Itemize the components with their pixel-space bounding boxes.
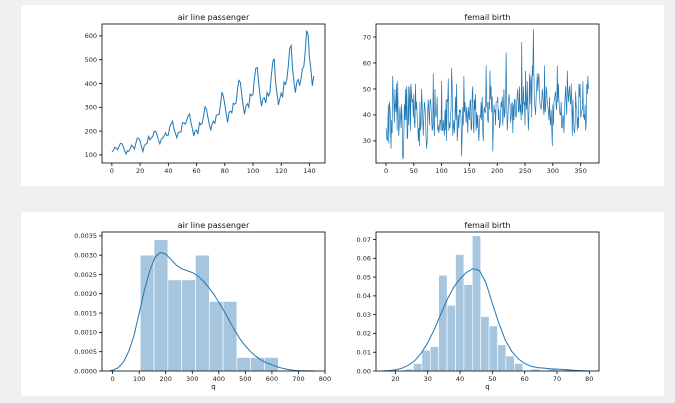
air-line-x-tick-label: 20	[136, 167, 144, 175]
air-dist-kde-line	[109, 251, 315, 372]
air-line-y-tick-label: 600	[85, 32, 97, 40]
femail-birth-x-tick-label: 150	[463, 167, 475, 175]
air-line-x-tick-label: 60	[192, 167, 200, 175]
birth-dist-axes-frame	[375, 231, 600, 372]
air-dist-y-tick-label: 0.0015	[74, 309, 97, 317]
air-dist-x-tick-label: 400	[213, 375, 225, 383]
air-line-y-tick-label: 200	[85, 127, 97, 135]
birth-dist-bar	[446, 304, 456, 372]
femail-birth-x-tick-label: 300	[547, 167, 559, 175]
birth-dist-x-tick-label: 20	[391, 375, 399, 383]
air-line-x-tick-label: 0	[110, 167, 114, 175]
birth-dist-x-axis-label: q	[485, 383, 489, 391]
air-dist-x-tick-label: 200	[160, 375, 172, 383]
air-dist-y-tick-label: 0.0030	[74, 251, 97, 259]
femail-birth-x-tick-label: 50	[410, 167, 418, 175]
air-line-series-line	[111, 30, 315, 156]
air-dist-x-tick-label: 600	[266, 375, 278, 383]
air-dist-y-tick-label: 0.0005	[74, 348, 97, 356]
air-line-title: air line passenger	[178, 13, 250, 22]
air-dist-bar	[208, 301, 224, 372]
birth-dist-bar	[438, 274, 448, 372]
birth-dist-y-tick-label: 0.02	[357, 330, 371, 338]
femail-birth-x-tick-label: 200	[491, 167, 503, 175]
air-dist-bar	[167, 279, 182, 372]
femail-birth-series-line	[385, 29, 589, 160]
air-line-x-tick-label: 100	[247, 167, 259, 175]
air-dist-bar	[195, 254, 210, 372]
air-line-y-tick-label: 500	[85, 56, 97, 64]
femail-birth-y-tick-label: 40	[363, 111, 371, 119]
air-line-x-tick-label: 80	[221, 167, 229, 175]
birth-dist-bar	[455, 254, 465, 372]
air-dist-x-axis-label: q	[211, 383, 215, 391]
birth-dist-y-tick-label: 0.04	[357, 292, 371, 300]
femail-birth-x-tick-label: 250	[519, 167, 531, 175]
femail-birth-y-tick-label: 30	[363, 137, 371, 145]
femail-birth-y-tick-label: 60	[363, 59, 371, 67]
air-dist-title: air line passenger	[178, 221, 250, 230]
birth-dist-bar	[472, 235, 482, 372]
birth-dist-x-tick-label: 70	[553, 375, 561, 383]
air-line-y-tick-label: 100	[85, 151, 97, 159]
air-dist-bar	[139, 254, 155, 372]
birth-dist-y-tick-label: 0.07	[357, 236, 371, 244]
air-line-y-tick-label: 400	[85, 80, 97, 88]
birth-dist-y-tick-label: 0.01	[357, 349, 371, 357]
birth-dist-y-tick-label: 0.00	[357, 367, 371, 375]
air-dist-y-tick-label: 0.0020	[74, 290, 97, 298]
birth-dist-bar	[480, 316, 490, 372]
birth-dist-bar	[421, 350, 431, 372]
birth-dist-x-tick-label: 60	[521, 375, 529, 383]
femail-birth-x-tick-label: 0	[384, 167, 388, 175]
birth-dist-x-tick-label: 30	[424, 375, 432, 383]
femail-birth-y-tick-label: 70	[363, 33, 371, 41]
air-dist-y-tick-label: 0.0035	[74, 232, 97, 240]
birth-dist-y-tick-label: 0.03	[357, 311, 371, 319]
air-dist-x-tick-label: 800	[319, 375, 331, 383]
air-dist-y-tick-label: 0.0025	[74, 271, 97, 279]
air-dist-bar	[236, 357, 251, 372]
femail-birth-x-tick-label: 350	[574, 167, 586, 175]
birth-dist-y-tick-label: 0.05	[357, 273, 371, 281]
femail-birth-title: femail birth	[464, 13, 510, 22]
birth-dist-bar	[413, 363, 423, 372]
air-dist-x-tick-label: 500	[239, 375, 251, 383]
bottom-figure-panel	[21, 212, 664, 396]
birth-dist-x-tick-label: 80	[585, 375, 593, 383]
air-dist-x-tick-label: 300	[186, 375, 198, 383]
air-line-axes-frame	[101, 23, 326, 164]
air-dist-y-tick-label: 0.0010	[74, 329, 97, 337]
birth-dist-bar	[505, 355, 515, 372]
birth-dist-bar	[497, 344, 507, 372]
air-line-x-tick-label: 120	[275, 167, 287, 175]
birth-dist-bar	[514, 363, 524, 372]
air-dist-bar	[222, 301, 238, 372]
air-dist-bar	[250, 357, 265, 372]
air-dist-axes-frame	[101, 231, 326, 372]
birth-dist-x-tick-label: 40	[456, 375, 464, 383]
birth-dist-y-tick-label: 0.06	[357, 255, 371, 263]
birth-dist-title: femail birth	[464, 221, 510, 230]
air-dist-x-tick-label: 700	[292, 375, 304, 383]
birth-dist-bar	[488, 325, 498, 372]
air-line-x-tick-label: 140	[303, 167, 315, 175]
air-dist-x-tick-label: 100	[133, 375, 145, 383]
air-dist-y-tick-label: 0.0000	[74, 367, 97, 375]
birth-dist-bar	[429, 346, 439, 372]
birth-dist-x-tick-label: 50	[488, 375, 496, 383]
femail-birth-y-tick-label: 50	[363, 85, 371, 93]
air-line-y-tick-label: 300	[85, 104, 97, 112]
birth-dist-bar	[463, 284, 473, 372]
femail-birth-x-tick-label: 100	[435, 167, 447, 175]
air-line-x-tick-label: 40	[164, 167, 172, 175]
air-dist-x-tick-label: 0	[111, 375, 115, 383]
femail-birth-axes-frame	[375, 23, 600, 164]
birth-dist-kde-line	[382, 268, 590, 372]
air-dist-bar	[153, 239, 169, 372]
air-dist-bar	[181, 279, 196, 372]
